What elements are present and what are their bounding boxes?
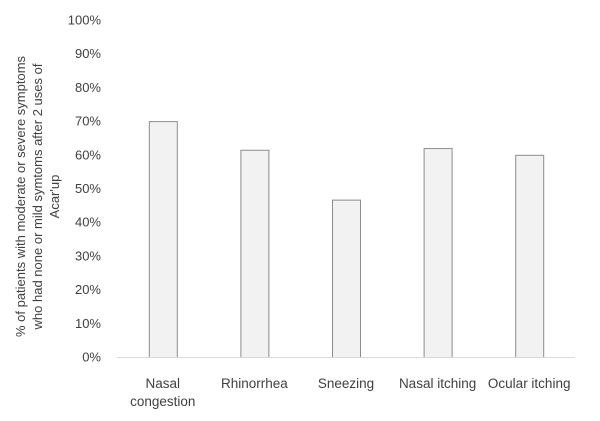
y-tick-label: 70% <box>75 114 101 129</box>
y-tick-label: 80% <box>75 80 101 95</box>
x-tick-label-line: Nasal <box>146 376 181 391</box>
x-tick-label: Nasal itching <box>399 376 476 391</box>
y-tick-label: 100% <box>68 13 102 28</box>
x-tick-label: Sneezing <box>318 376 374 391</box>
y-tick-label: 60% <box>75 147 101 162</box>
x-axis-labels: Nasal congestion Rhinorrhea Sneezing Nasal i… <box>130 376 570 409</box>
y-axis-title: % of patients with moderate or severe sy… <box>13 55 62 337</box>
x-tick-label-line: Rhinorrhea <box>221 376 288 391</box>
bar <box>148 121 178 358</box>
y-axis-ticks: 0% 10% 20% 30% 40% 50% 60% 70% 80% 90% 100% <box>68 13 102 365</box>
bars <box>148 121 545 358</box>
y-tick-label: 30% <box>75 248 101 263</box>
y-axis-title-line: Acar'up <box>47 175 62 219</box>
x-tick-label-line: Nasal itching <box>399 376 476 391</box>
x-tick-label-line: congestion <box>130 394 195 409</box>
y-tick-label: 50% <box>75 181 101 196</box>
x-tick-label: Nasal congestion <box>130 376 195 409</box>
y-tick-label: 90% <box>75 46 101 61</box>
bar <box>332 199 361 358</box>
y-tick-label: 40% <box>75 215 101 230</box>
y-axis-title-line: who had none or mild symtoms after 2 use… <box>30 63 45 330</box>
x-tick-label-line: Sneezing <box>318 376 374 391</box>
y-tick-label: 10% <box>75 316 101 331</box>
x-tick-label-line: Ocular itching <box>488 376 571 391</box>
bar <box>515 154 545 358</box>
x-tick-label: Ocular itching <box>488 376 571 391</box>
bar <box>423 148 453 358</box>
bar <box>240 149 270 358</box>
y-tick-label: 20% <box>75 282 101 297</box>
y-axis-title-line: % of patients with moderate or severe sy… <box>13 55 28 337</box>
x-tick-label: Rhinorrhea <box>221 376 288 391</box>
y-tick-label: 0% <box>82 350 101 365</box>
